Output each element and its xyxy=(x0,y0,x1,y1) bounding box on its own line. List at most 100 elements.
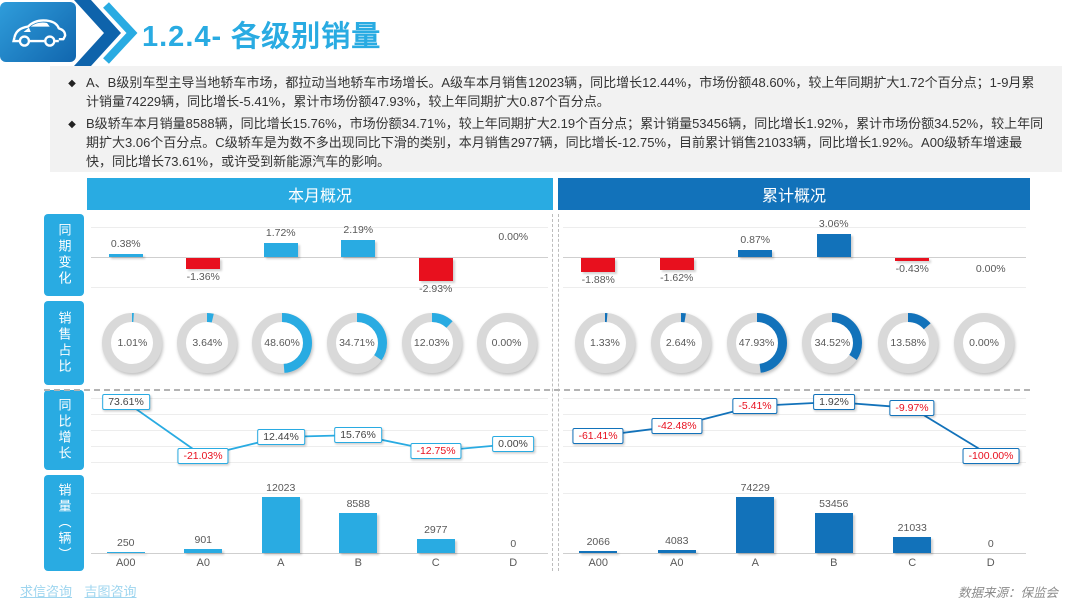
gridline xyxy=(91,287,548,288)
car-icon xyxy=(12,19,67,47)
diamond-bullet-icon: ◆ xyxy=(68,78,76,89)
donut-ring xyxy=(802,313,863,373)
donut-chart: 34.71% xyxy=(323,309,391,377)
axis-line xyxy=(91,553,548,554)
axis-line xyxy=(563,553,1026,554)
category-label: A0 xyxy=(196,557,210,569)
donut-ring xyxy=(476,313,537,373)
panel-cumulative-body: -1.88% -1.62% 0.87% 3.06% -0.43% 0.00% 1.33% 2… xyxy=(558,214,1030,571)
cumulative-growth-line-chart: -61.41% -42.48% -5.41% 1.92% -9.97% -100.00% xyxy=(559,390,1030,470)
value-label: -0.43% xyxy=(895,263,929,275)
value-label: 901 xyxy=(194,534,213,546)
gridline xyxy=(91,430,548,431)
change-bar xyxy=(186,258,221,269)
donut-ring xyxy=(954,313,1015,373)
change-bar xyxy=(341,240,376,257)
category-label: D xyxy=(986,557,995,569)
sales-bar xyxy=(416,539,455,553)
donut-chart: 2.64% xyxy=(647,309,715,377)
gridline xyxy=(563,430,1026,431)
axis-line xyxy=(91,257,548,258)
donut-chart: 12.03% xyxy=(398,309,466,377)
value-label: 0.00% xyxy=(498,231,529,243)
gridline xyxy=(563,414,1026,415)
donut-value-label: 13.58% xyxy=(890,337,927,349)
change-bar xyxy=(895,258,930,261)
month-yoy-change-chart: 0.38% -1.36% 1.72% 2.19% -2.93% 0.00% xyxy=(87,214,552,296)
value-label: 53456 xyxy=(819,498,849,510)
category-label: B xyxy=(354,557,362,569)
value-label: 0 xyxy=(510,538,517,550)
change-bar xyxy=(581,258,616,272)
donut-ring xyxy=(650,313,711,373)
category-label: A0 xyxy=(670,557,684,569)
row-label-yoy-growth: 同比增长 xyxy=(44,390,84,470)
footer-link-jitu[interactable]: 吉图咨询 xyxy=(84,584,137,599)
line-point-label: 0.00% xyxy=(492,436,534,452)
gridline xyxy=(91,414,548,415)
donut-value-label: 3.64% xyxy=(192,337,223,349)
cumulative-yoy-change-chart: -1.88% -1.62% 0.87% 3.06% -0.43% 0.00% xyxy=(559,214,1030,296)
summary-panel: ◆ A、B级别车型主导当地轿车市场，都拉动当地轿车市场增长。A级车本月销售120… xyxy=(50,66,1062,172)
category-label: A xyxy=(277,557,285,569)
footer-link-qiuxin[interactable]: 求信咨询 xyxy=(20,584,73,599)
sales-bar xyxy=(261,497,300,553)
panel-current-month: 本月概况 0.38% -1.36% 1.72% 2.19% -2.93% 0.00% 1.… xyxy=(87,178,553,571)
page-title: 1.2.4- 各级别销量 xyxy=(142,21,382,53)
donut-value-label: 2.64% xyxy=(665,337,696,349)
change-bar xyxy=(418,258,453,281)
category-label: B xyxy=(830,557,838,569)
donut-chart: 0.00% xyxy=(473,309,541,377)
cumulative-sales-bar-chart: 2066 A00 4083 A0 74229 A 53456 B 21033 C 0 D xyxy=(559,475,1030,571)
donut-value-label: 1.01% xyxy=(117,337,148,349)
month-sales-bar-chart: 250 A00 901 A0 12023 A 8588 B 2977 C 0 D xyxy=(87,475,552,571)
panel-cumulative: 累计概况 -1.88% -1.62% 0.87% 3.06% -0.43% 0.00% 1… xyxy=(558,178,1030,571)
category-label: A00 xyxy=(115,557,136,569)
line-point-label: -9.97% xyxy=(889,400,935,416)
slide-header: 1.2.4- 各级别销量 xyxy=(0,0,1080,66)
line-point-label: 73.61% xyxy=(102,394,150,410)
donut-ring xyxy=(102,313,163,373)
month-growth-line-chart: 73.61% -21.03% 12.44% 15.76% -12.75% 0.00% xyxy=(87,390,552,470)
value-label: 3.06% xyxy=(818,218,849,230)
value-label: -1.88% xyxy=(581,274,615,286)
line-series xyxy=(597,401,992,457)
value-label: 250 xyxy=(116,537,135,549)
change-bar xyxy=(738,250,773,257)
donut-value-label: 34.71% xyxy=(339,337,375,349)
axis-line xyxy=(563,257,1026,258)
panel-current-month-body: 0.38% -1.36% 1.72% 2.19% -2.93% 0.00% 1.01% 3.… xyxy=(87,214,553,571)
gridline xyxy=(563,227,1026,228)
donut-ring xyxy=(401,313,462,373)
change-bar xyxy=(108,254,143,257)
gridline xyxy=(91,446,548,447)
value-label: 0.38% xyxy=(110,238,141,250)
gridline xyxy=(91,493,548,494)
row-label-sales-volume: 销量（辆） xyxy=(44,475,84,571)
gridline xyxy=(91,398,548,399)
value-label: -1.36% xyxy=(186,271,220,283)
line-point-label: 15.76% xyxy=(334,427,382,443)
sales-bar xyxy=(339,513,378,553)
donut-value-label: 34.52% xyxy=(814,337,851,349)
value-label: 4083 xyxy=(665,535,689,547)
donut-chart: 0.00% xyxy=(950,309,1018,377)
donut-ring xyxy=(252,313,313,373)
donut-value-label: 48.60% xyxy=(264,337,300,349)
sales-bar xyxy=(579,551,618,553)
donut-chart: 3.64% xyxy=(173,309,241,377)
category-label: A xyxy=(751,557,759,569)
donut-value-label: 0.00% xyxy=(969,337,999,349)
donut-ring xyxy=(574,313,635,373)
charts-area: 同期变化 销售占比 同比增长 销量（辆） 本月概况 0.38% -1.36% 1.7… xyxy=(44,178,1080,571)
line-point-label: -42.48% xyxy=(651,418,703,434)
donut-chart: 1.33% xyxy=(571,309,639,377)
line-point-label: -21.03% xyxy=(177,448,229,464)
bullet-item: ◆ B级轿车本月销量8588辆，同比增长15.76%，市场份额34.71%，较上… xyxy=(58,115,1046,172)
donut-ring xyxy=(878,313,939,373)
sales-bar xyxy=(184,549,223,553)
value-label: 0 xyxy=(987,538,994,550)
dashed-divider xyxy=(44,389,1030,391)
month-share-donut-charts: 1.01% 3.64% 48.60% 34.71% 12.03% 0.00% xyxy=(87,301,552,385)
category-label: C xyxy=(431,557,440,569)
